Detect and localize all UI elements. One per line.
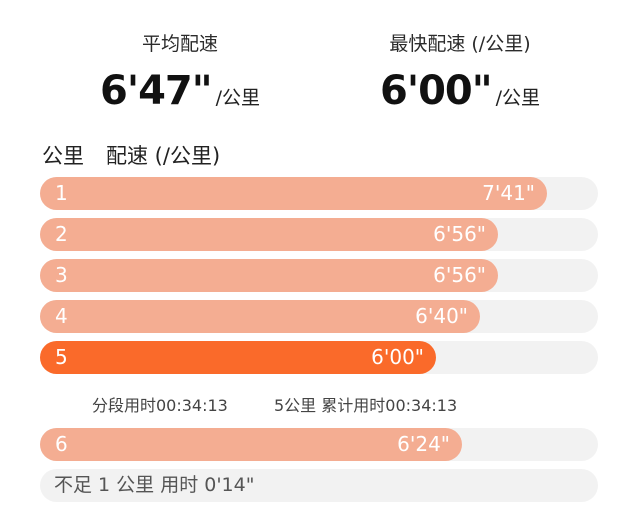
split-bar-2: 2 6'56" bbox=[40, 218, 498, 251]
partial-km-row: 不足 1 公里 用时 0'14" bbox=[40, 469, 598, 502]
split-pace-label: 6'24" bbox=[397, 432, 450, 456]
split-bar-4: 4 6'40" bbox=[40, 300, 480, 333]
pace-column-header: 配速 (/公里) bbox=[106, 144, 221, 168]
cumulative-time-summary: 5公里 累计用时00:34:13 bbox=[274, 396, 458, 415]
partial-km-label: 不足 1 公里 用时 0'14" bbox=[54, 474, 255, 496]
fastest-pace-stat: 最快配速 (/公里) 6'00"/公里 bbox=[340, 30, 580, 128]
split-row-1[interactable]: 1 7'41" bbox=[40, 177, 598, 210]
splits-table-header: 公里 配速 (/公里) bbox=[42, 140, 220, 170]
fastest-pace-label: 最快配速 (/公里) bbox=[389, 33, 531, 55]
split-row-4[interactable]: 4 6'40" bbox=[40, 300, 598, 333]
km-column-header: 公里 bbox=[42, 144, 84, 168]
split-time-summary: 分段用时00:34:13 bbox=[92, 396, 228, 415]
split-km-label: 3 bbox=[55, 263, 68, 287]
average-pace-stat: 平均配速 6'47"/公里 bbox=[60, 30, 300, 128]
split-km-label: 5 bbox=[55, 345, 68, 369]
split-km-label: 2 bbox=[55, 222, 68, 246]
split-pace-label: 6'56" bbox=[433, 222, 486, 246]
split-bar-3: 3 6'56" bbox=[40, 259, 498, 292]
average-pace-unit: /公里 bbox=[215, 87, 260, 109]
split-row-6[interactable]: 6 6'24" bbox=[40, 428, 598, 461]
split-pace-label: 7'41" bbox=[482, 181, 535, 205]
split-bar-1: 1 7'41" bbox=[40, 177, 547, 210]
split-bar-6: 6 6'24" bbox=[40, 428, 462, 461]
split-pace-label: 6'00" bbox=[371, 345, 424, 369]
fastest-pace-value: 6'00" bbox=[380, 68, 493, 114]
split-km-label: 4 bbox=[55, 304, 68, 328]
split-row-2[interactable]: 2 6'56" bbox=[40, 218, 598, 251]
split-pace-label: 6'40" bbox=[415, 304, 468, 328]
split-bar-5: 5 6'00" bbox=[40, 341, 436, 374]
average-pace-label: 平均配速 bbox=[141, 33, 218, 55]
split-row-3[interactable]: 3 6'56" bbox=[40, 259, 598, 292]
split-row-5[interactable]: 5 6'00" bbox=[40, 341, 598, 374]
split-km-label: 1 bbox=[55, 181, 68, 205]
fastest-pace-unit: /公里 bbox=[495, 87, 540, 109]
split-pace-label: 6'56" bbox=[433, 263, 486, 287]
split-km-label: 6 bbox=[55, 432, 68, 456]
average-pace-value: 6'47" bbox=[100, 68, 213, 114]
